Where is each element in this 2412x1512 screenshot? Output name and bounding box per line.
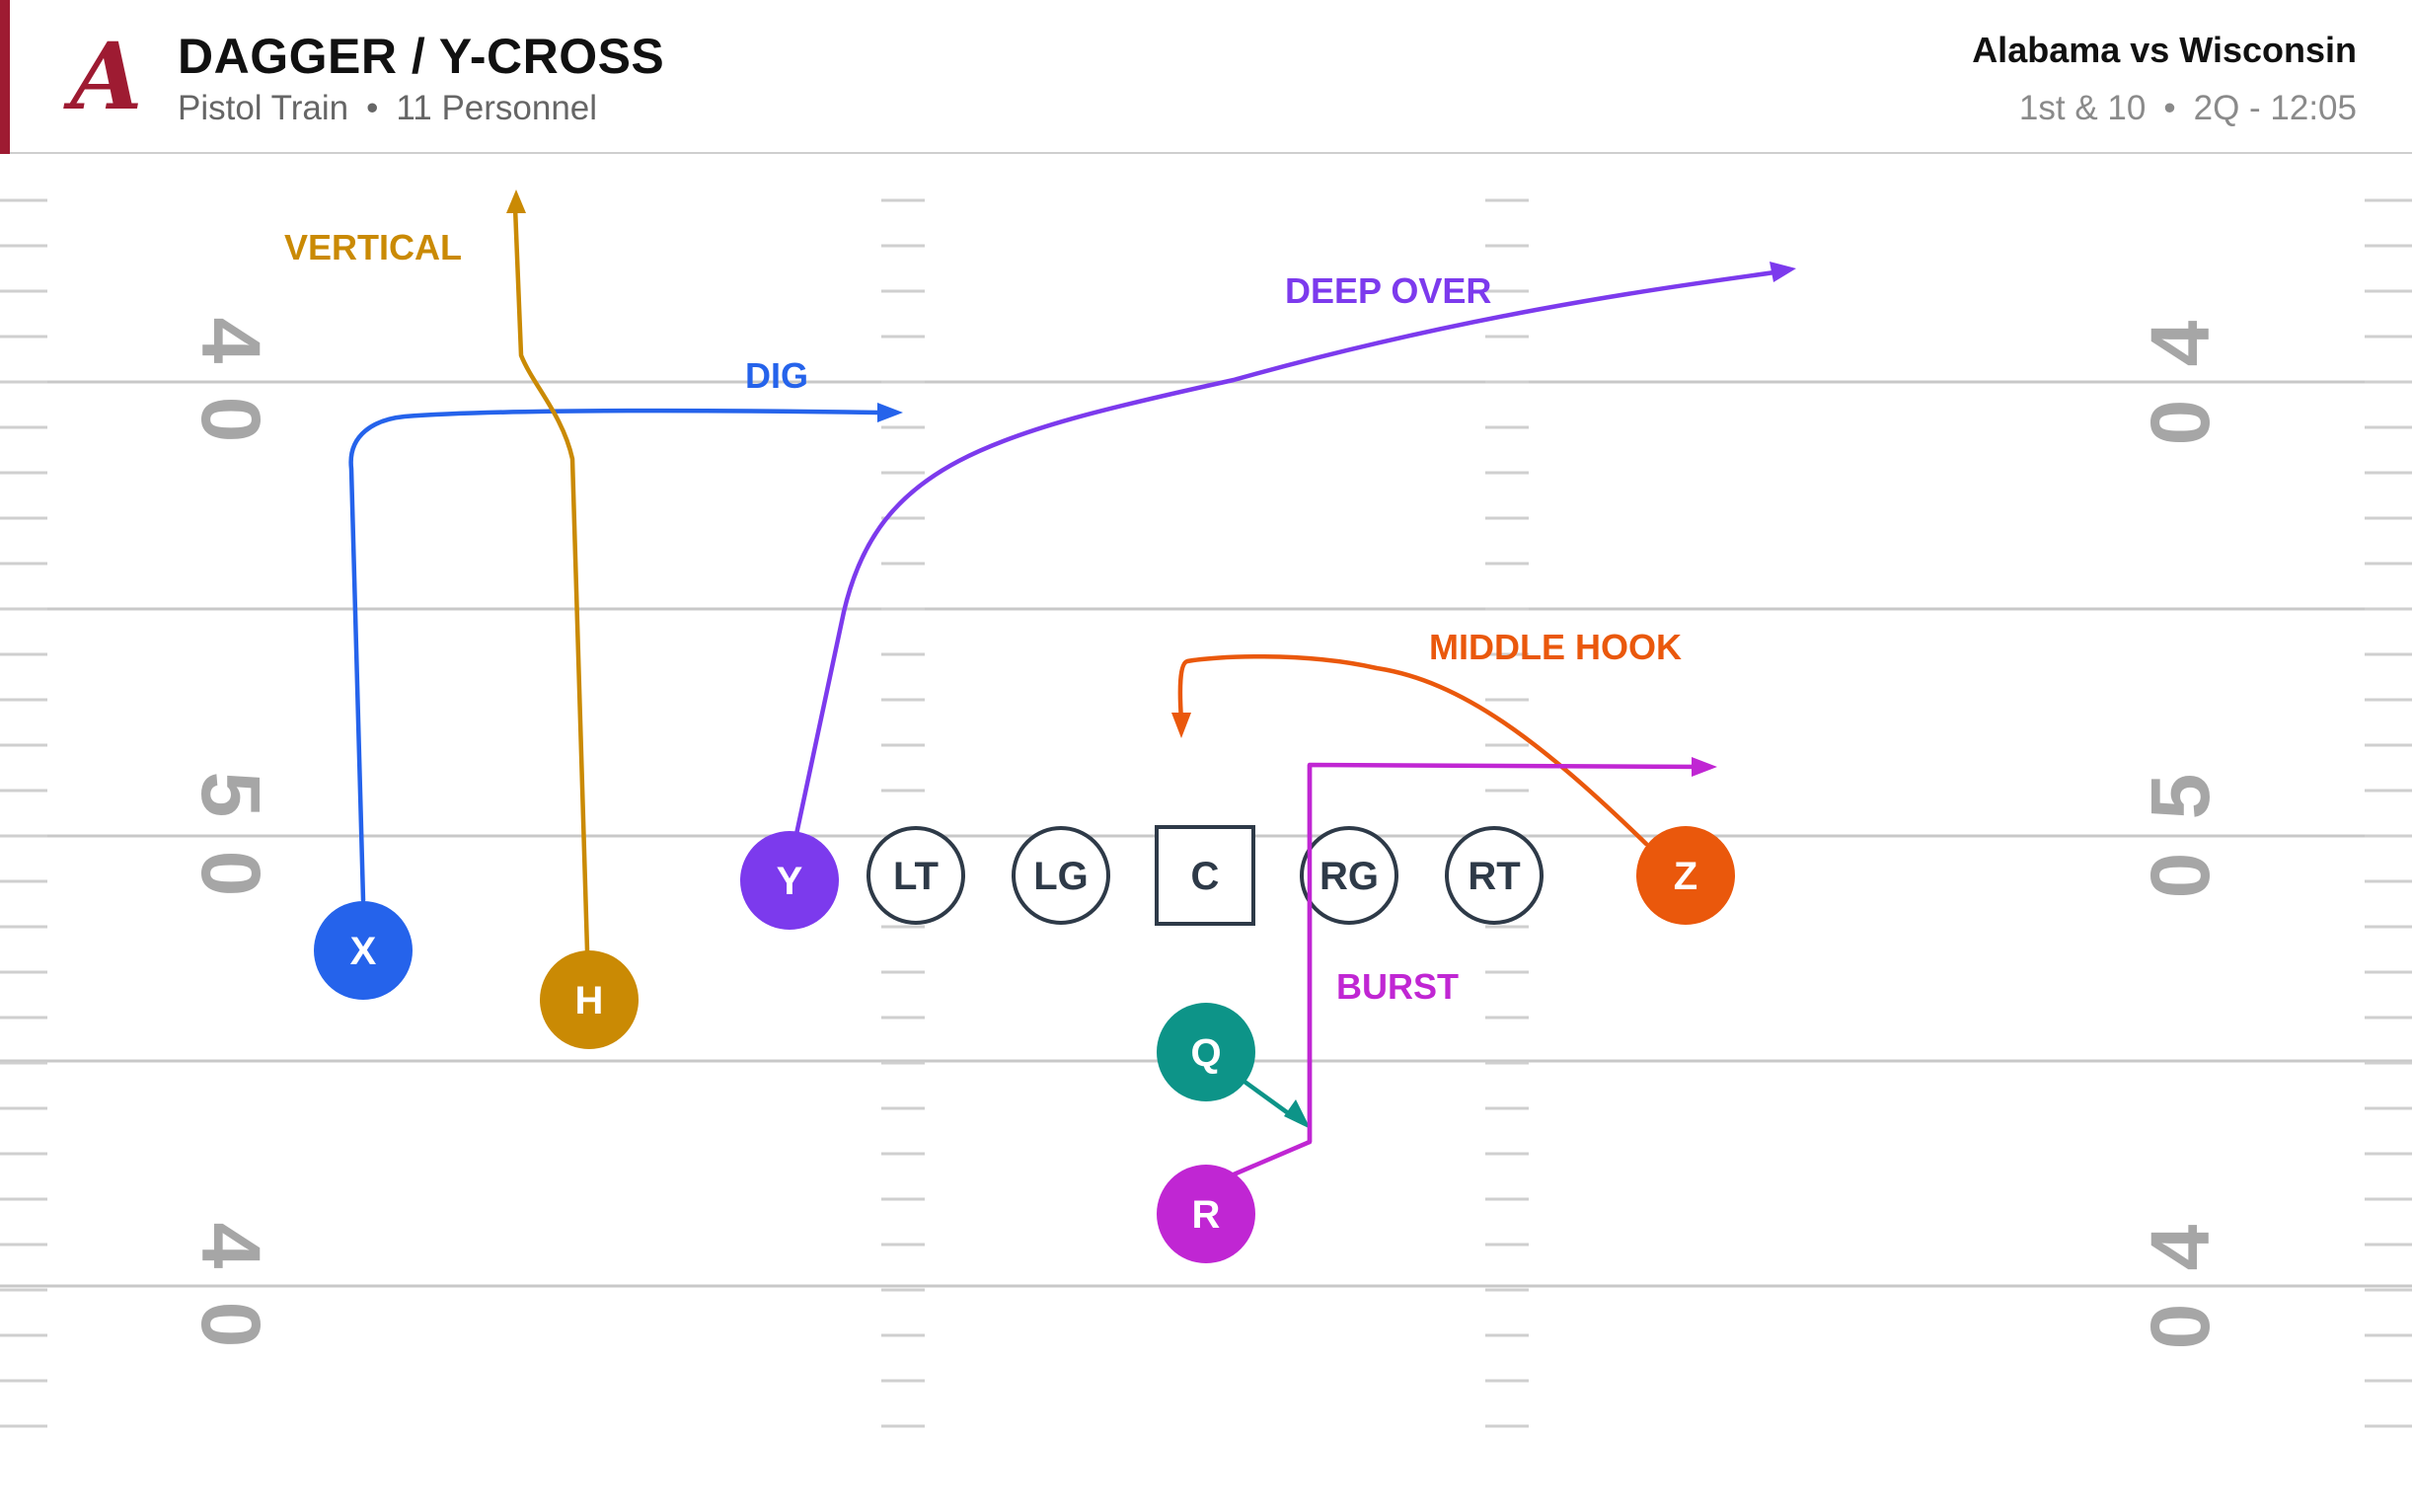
player-rg: RG — [1300, 826, 1398, 925]
yard-number: 0 — [2134, 1304, 2226, 1350]
yard-number: 0 — [185, 851, 277, 897]
arrowhead-r — [1692, 757, 1717, 777]
logo-letter: A — [63, 30, 143, 124]
matchup-label: Alabama vs Wisconsin — [1972, 30, 2357, 70]
player-lt: LT — [867, 826, 965, 925]
formation-label: Pistol Train — [178, 89, 349, 127]
player-r: R — [1157, 1165, 1255, 1263]
player-z-label: Z — [1674, 855, 1697, 898]
player-y: Y — [740, 831, 839, 930]
yard-numbers-left: 4 0 5 0 4 0 — [185, 318, 277, 1348]
route-label-y: DEEP OVER — [1285, 270, 1491, 311]
arrowhead-z — [1171, 713, 1191, 738]
football-field: 4 0 5 0 4 0 4 0 5 0 4 0 VERTICAL DIG DEE… — [0, 189, 2412, 1428]
yard-numbers-right: 4 0 5 0 4 0 — [2134, 320, 2226, 1349]
route-label-r: BURST — [1336, 966, 1459, 1007]
player-lg: LG — [1012, 826, 1110, 925]
yard-number: 0 — [2134, 400, 2226, 446]
brand-accent-bar — [0, 0, 10, 154]
alabama-script-a-logo-icon: A — [63, 30, 143, 124]
player-rg-label: RG — [1319, 855, 1379, 898]
hash-marks — [0, 198, 2412, 1428]
route-label-x: DIG — [745, 355, 808, 396]
route-path-z — [1177, 654, 1649, 847]
player-q: Q — [1157, 1003, 1255, 1101]
route-path-h — [512, 204, 590, 953]
down-distance: 1st & 10 — [2018, 89, 2147, 127]
player-q-label: Q — [1190, 1031, 1221, 1075]
player-rt-label: RT — [1468, 855, 1520, 898]
route-path-x — [348, 408, 883, 903]
route-arrowheads — [506, 189, 1796, 1129]
player-c-label: C — [1191, 855, 1220, 898]
yard-number: 4 — [2134, 320, 2226, 366]
player-r-label: R — [1192, 1193, 1221, 1237]
skill-players: X H Y Z Q R — [314, 826, 1735, 1263]
play-title: DAGGER / Y-CROSS — [178, 29, 665, 84]
player-h-label: H — [575, 979, 604, 1022]
separator-dot: • — [366, 89, 379, 127]
player-y-label: Y — [777, 860, 803, 903]
route-label-z: MIDDLE HOOK — [1429, 627, 1682, 667]
arrowhead-y — [1770, 262, 1796, 282]
player-x: X — [314, 901, 413, 1000]
play-subtitle: Pistol Train • 11 Personnel — [178, 89, 597, 128]
yard-number: 0 — [185, 1302, 277, 1348]
offensive-line: LT LG C RG RT — [867, 825, 1544, 926]
player-x-label: X — [350, 930, 377, 973]
play-header: A DAGGER / Y-CROSS Pistol Train • 11 Perso… — [0, 0, 2412, 154]
game-clock: 2Q - 12:05 — [2193, 89, 2357, 127]
player-lt-label: LT — [893, 855, 939, 898]
route-labels: VERTICAL DIG DEEP OVER MIDDLE HOOK BURST — [284, 227, 1682, 1007]
yard-number: 5 — [2134, 774, 2226, 820]
player-h: H — [540, 950, 639, 1049]
player-lg-label: LG — [1033, 855, 1089, 898]
yard-number: 4 — [185, 1223, 277, 1269]
yard-number: 0 — [2134, 853, 2226, 899]
player-c: C — [1155, 825, 1255, 926]
route-label-h: VERTICAL — [284, 227, 462, 267]
personnel-label: 11 Personnel — [396, 89, 598, 127]
yard-number: 4 — [185, 318, 277, 364]
yard-number: 5 — [185, 772, 277, 818]
arrowhead-x — [877, 403, 903, 422]
separator-dot: • — [2163, 89, 2176, 127]
arrowhead-h — [506, 189, 526, 213]
route-path-y — [792, 269, 1777, 842]
yard-number: 0 — [185, 397, 277, 443]
arrowhead-q — [1284, 1099, 1311, 1129]
game-situation: 1st & 10 • 2Q - 12:05 — [2019, 89, 2357, 128]
player-z: Z — [1636, 826, 1735, 925]
player-rt: RT — [1445, 826, 1544, 925]
yard-number: 4 — [2134, 1224, 2226, 1270]
